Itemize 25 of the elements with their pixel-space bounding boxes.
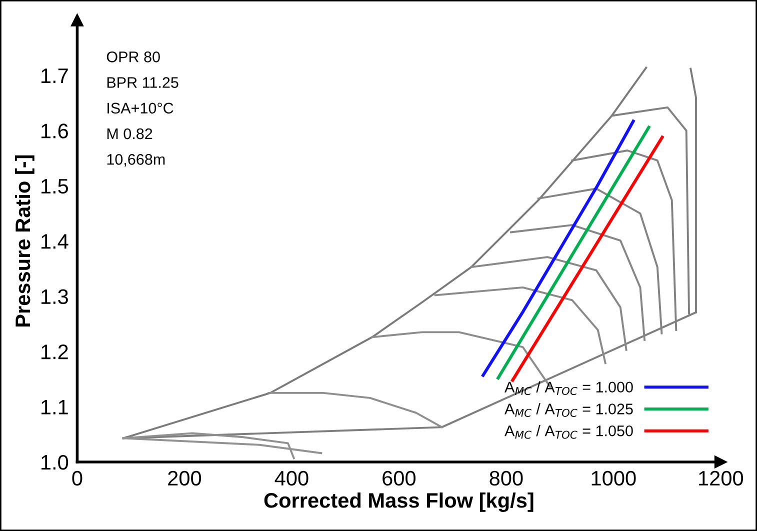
x-tick-label: 800 <box>490 470 523 486</box>
x-tick-label: 1200 <box>699 470 744 486</box>
y-tick-label: 1.2 <box>42 344 68 360</box>
annotation: OPR 80 <box>106 52 160 62</box>
y-tick-label: 1.5 <box>42 179 68 194</box>
legend-label: A$_{MC}$ / A$_{TOC}$ = 1.025 <box>504 403 633 417</box>
y-axis-title: Pressure Ratio [-] <box>14 155 34 327</box>
y-tick-label: 1.0 <box>42 454 68 470</box>
y-tick-label: 1.3 <box>42 289 68 304</box>
annotation: BPR 11.25 <box>107 77 178 88</box>
legend-label: A$_{MC}$ / A$_{TOC}$ = 1.000 <box>504 381 633 396</box>
x-tick-label: 200 <box>168 470 202 486</box>
x-tick-label: 600 <box>382 470 416 486</box>
legend-label: A$_{MC}$ / A$_{TOC}$ = 1.050 <box>504 425 633 439</box>
y-tick-label: 1.7 <box>42 68 68 83</box>
y-tick-label: 1.6 <box>42 124 68 138</box>
x-tick-label: 400 <box>274 470 308 486</box>
annotation: M 0.82 <box>107 128 152 140</box>
y-tick-label: 1.1 <box>42 400 68 414</box>
x-axis-title: Corrected Mass Flow [kg/s] <box>264 492 534 512</box>
x-tick-label: 0 <box>72 470 82 486</box>
y-tick-label: 1.4 <box>42 234 68 249</box>
annotation: ISA+10°C <box>108 102 174 114</box>
x-tick-label: 1000 <box>592 470 636 486</box>
annotation: 10,668m <box>107 154 165 167</box>
